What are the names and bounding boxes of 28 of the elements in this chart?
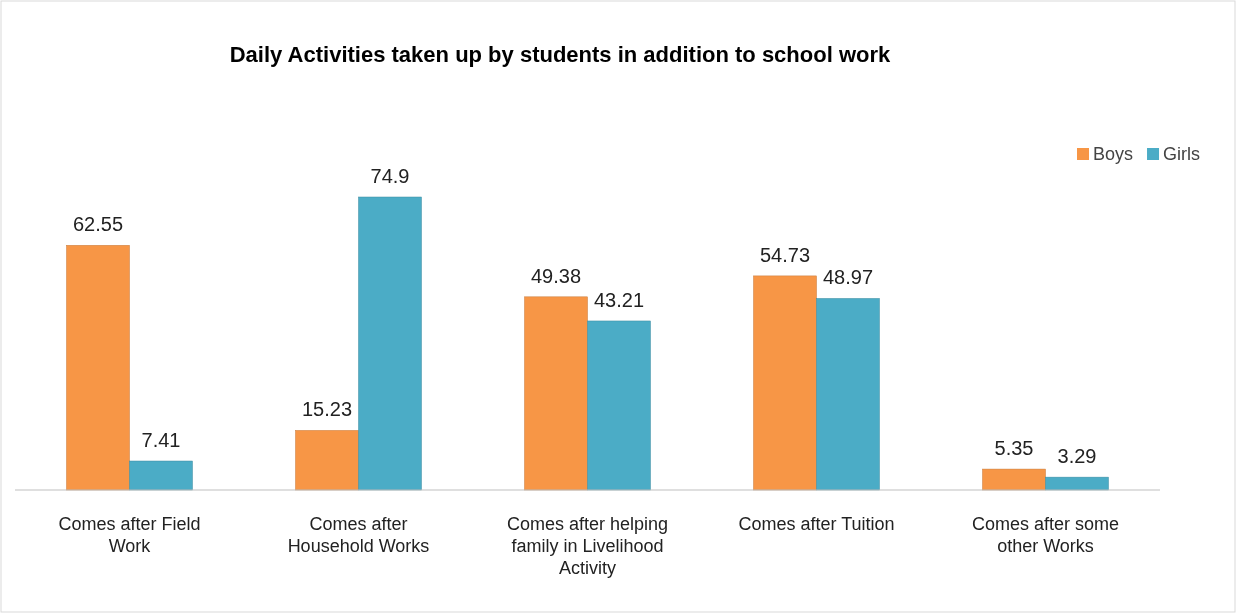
- bar: [753, 275, 817, 491]
- bar: [358, 196, 422, 491]
- x-tick-label: Comes after some other Works: [971, 514, 1120, 556]
- legend-label: Girls: [1163, 144, 1201, 164]
- bar: [816, 298, 880, 491]
- data-label: 5.35: [994, 437, 1034, 460]
- data-label: 54.73: [759, 243, 811, 266]
- data-label: 74.9: [370, 165, 410, 187]
- data-label: 3.29: [1057, 445, 1097, 468]
- bar: [587, 320, 651, 491]
- bar: [982, 468, 1046, 491]
- bar: [129, 460, 193, 491]
- x-tick-label: Comes after Tuition: [738, 514, 895, 534]
- bar: [295, 430, 359, 491]
- data-label: 62.55: [72, 213, 124, 236]
- chart-title: Daily Activities taken up by students in addition to school work: [229, 42, 892, 67]
- data-label: 15.23: [301, 398, 353, 421]
- bar: [1045, 476, 1109, 491]
- data-label: 48.97: [822, 266, 874, 289]
- bar: [524, 296, 588, 491]
- data-label: 43.21: [593, 288, 645, 311]
- legend-label: Boys: [1093, 144, 1134, 164]
- x-tick-label: Comes after Household Works: [287, 514, 430, 556]
- data-label: 7.41: [141, 429, 181, 452]
- x-tick-label: Comes after Field Work: [58, 514, 201, 556]
- bar: [66, 245, 130, 491]
- data-label: 49.38: [530, 264, 582, 287]
- x-tick-label: Comes after helping family in Livelihood Activity: [506, 514, 669, 578]
